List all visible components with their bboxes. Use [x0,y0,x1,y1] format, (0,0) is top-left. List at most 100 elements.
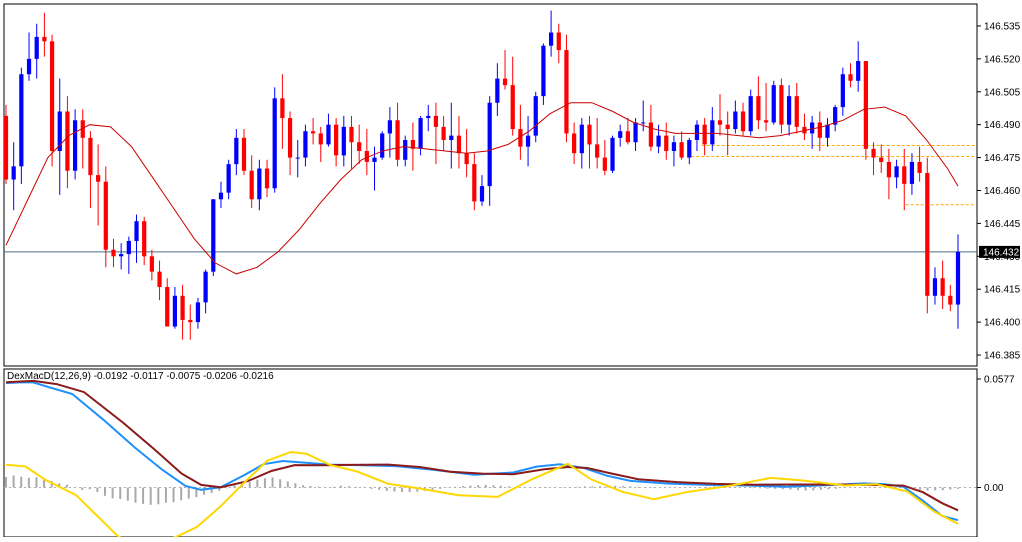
candle-bear [80,120,85,138]
candle-bear [410,140,416,149]
candle-bull [387,120,392,134]
candle-bull [326,124,331,145]
candle-bull [449,135,454,141]
candle-bear [871,148,876,158]
candle-bull [257,168,262,200]
candle-bull [303,131,308,158]
candle-bear [280,98,285,119]
candle-bull [533,96,538,136]
candle-bull [733,111,738,130]
candle-bull [272,98,277,189]
candle-bear [165,287,170,327]
candle-bear [433,115,439,127]
candle-bear [756,96,761,121]
candle-bull [771,85,776,123]
price-axis-tick-label: 146.445 [984,219,1021,230]
candle-bull [548,32,554,46]
price-axis-tick-label: 146.520 [984,54,1021,65]
candle-bear [96,175,101,182]
candle-bull [909,161,915,184]
candle-bull [495,78,500,103]
candle-bull [955,251,961,305]
candle-bear [717,120,723,125]
candle-bull [579,124,584,154]
candle-bull [840,74,845,108]
candle-bear [364,150,369,162]
candle-bull [479,186,485,202]
oscillator-header: DexMacD(12,26,9) -0.0192 -0.0117 -0.0075… [7,371,274,382]
candle-bear [287,118,293,158]
price-axis-tick-label: 146.505 [984,87,1021,98]
candle-bull [833,107,838,125]
moving-average-line [5,102,959,275]
candle-bear [725,124,730,130]
candle-bear [441,126,446,141]
candle-bull [710,120,715,145]
candle-bear [572,133,577,154]
candle-bear [249,170,254,200]
candle-bear [564,50,569,134]
candle-bear [3,115,9,180]
candle-bear [625,131,630,143]
candle-bear [886,161,892,178]
candle-bull [825,124,830,138]
candle-bear [794,96,799,127]
candle-bear [863,61,868,149]
candle-bull [19,74,24,167]
candle-bull [856,61,861,81]
candle-bear [157,271,162,288]
candle-bear [188,319,193,323]
candle-bear [740,111,746,132]
candle-bull [748,96,753,132]
candle-bull [633,122,638,143]
price-axis-tick-label: 146.385 [984,351,1021,362]
candle-bull [211,199,216,272]
oscillator-line-2 [5,379,959,512]
candle-bull [687,140,692,158]
candle-bear [648,122,654,147]
candle-bull [26,58,32,75]
candle-bull [203,271,208,303]
candle-bull [694,124,700,141]
candle-bull [34,36,39,59]
candle-bear [395,120,400,160]
candle-bull [126,240,131,255]
candle-bear [595,144,600,158]
candle-bear [502,78,508,86]
oscillator-line-3 [5,450,959,542]
oscillator-axis-tick-label: 0.00 [984,483,1004,494]
candle-bear [925,172,930,296]
price-axis-tick-label: 146.535 [984,21,1021,32]
current-price-label: 146.432 [983,247,1020,258]
candle-bear [456,135,462,154]
candle-bear [65,111,70,171]
candle-bear [264,168,270,189]
candle-bear [103,181,108,250]
candle-bull [380,133,385,158]
candle-bear [318,133,323,145]
candle-bull [218,192,224,200]
candle-bull [786,96,792,125]
candle-bear [241,137,247,171]
candle-bear [679,142,684,158]
candle-bull [525,135,531,147]
candle-bear [556,32,561,51]
candle-bull [341,126,346,156]
candle-bear [779,85,784,125]
candle-bull [641,122,646,124]
candle-bull [541,45,546,97]
candle-bull [894,166,899,178]
candle-bear [472,164,477,202]
candle-bear [510,85,515,130]
candle-bull [403,140,408,160]
candle-bear [587,124,592,145]
candle-bull [656,135,661,147]
candle-bear [848,74,853,81]
candle-bear [88,137,93,176]
candle-bear [702,124,707,145]
candle-bear [817,122,822,138]
candle-bear [357,142,362,151]
candle-bear [42,36,47,42]
